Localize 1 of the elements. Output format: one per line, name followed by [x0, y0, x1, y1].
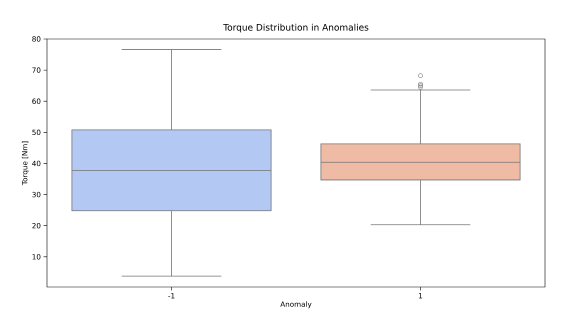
- chart-title: Torque Distribution in Anomalies: [223, 24, 368, 32]
